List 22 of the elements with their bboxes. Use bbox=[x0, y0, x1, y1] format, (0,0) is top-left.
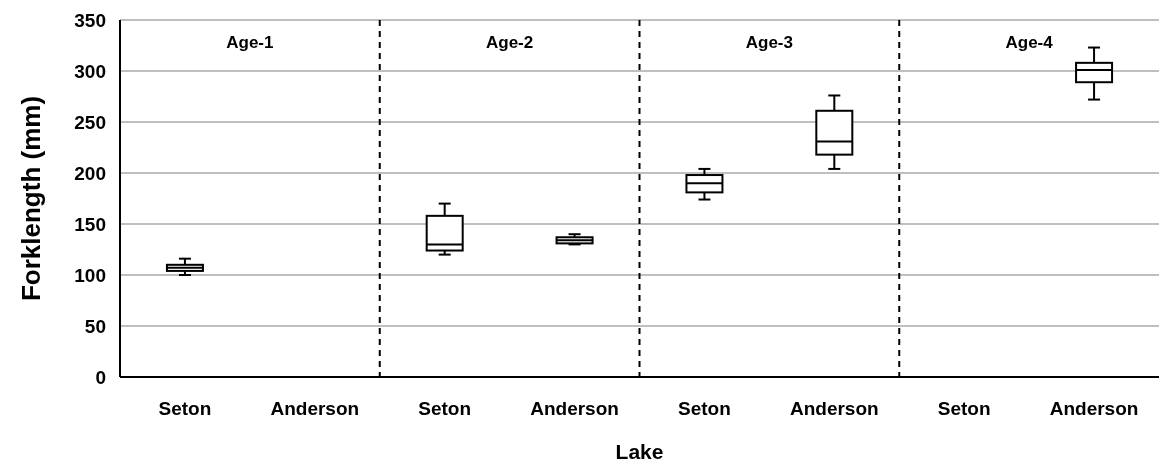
y-tick-label: 100 bbox=[74, 264, 106, 286]
y-tick-label: 150 bbox=[74, 213, 106, 235]
x-tick-label: Anderson bbox=[789, 398, 879, 419]
annotation: Age-4 bbox=[1005, 33, 1054, 52]
y-tick-label: 50 bbox=[84, 315, 106, 337]
annotation: Age-2 bbox=[486, 33, 534, 52]
annotation: Age-1 bbox=[226, 33, 274, 52]
x-tick-label: Seton bbox=[418, 398, 472, 419]
x-tick-label: Anderson bbox=[1049, 398, 1139, 419]
y-tick-label: 350 bbox=[74, 9, 106, 31]
x-tick-label: Seton bbox=[937, 398, 991, 419]
x-tick-label: Anderson bbox=[530, 398, 619, 419]
x-tick-label: Seton bbox=[678, 398, 731, 419]
y-tick-label: 0 bbox=[95, 366, 106, 388]
y-tick-label: 300 bbox=[74, 60, 106, 82]
x-tick-label: Seton bbox=[158, 398, 212, 419]
x-axis-title: Lake bbox=[615, 440, 664, 463]
y-axis-title: Forklength (mm) bbox=[16, 95, 46, 302]
y-tick-label: 250 bbox=[74, 111, 106, 133]
annotation: Age-3 bbox=[745, 33, 793, 52]
x-tick-label: Anderson bbox=[270, 398, 360, 419]
y-tick-label: 200 bbox=[74, 162, 106, 184]
